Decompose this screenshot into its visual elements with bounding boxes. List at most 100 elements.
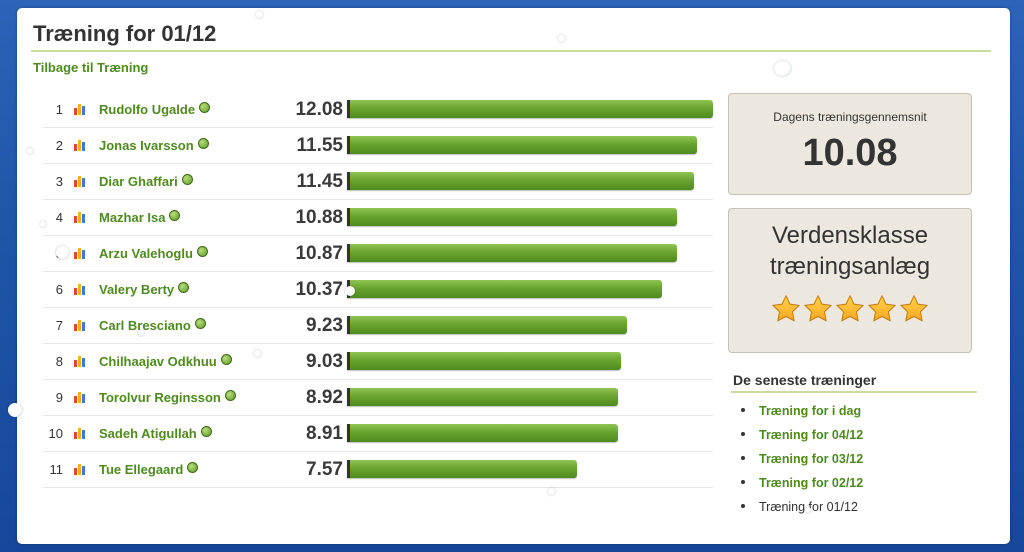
player-name-cell: Rudolfo Ugalde xyxy=(99,92,211,127)
online-status-icon xyxy=(199,102,211,113)
ranking-row: 3 Diar Ghaffari 11.45 xyxy=(43,164,713,200)
ranking-row: 11 Tue Ellegaard 7.57 xyxy=(43,452,713,488)
back-to-training-link[interactable]: Tilbage til Træning xyxy=(33,60,149,75)
player-name-link[interactable]: Tue Ellegaard xyxy=(99,462,184,477)
score-bar xyxy=(347,352,621,370)
recent-training-link[interactable]: Træning for 04/12 xyxy=(759,428,864,442)
page-title: Træning for 01/12 xyxy=(33,21,217,46)
player-name-cell: Sadeh Atigullah xyxy=(99,416,212,451)
rank-number: 11 xyxy=(49,462,64,477)
online-status-icon xyxy=(181,174,193,185)
player-stats-chart-icon[interactable] xyxy=(73,354,87,368)
player-score: 12.08 xyxy=(295,99,343,120)
star-rating xyxy=(729,294,971,329)
player-name-cell: Jonas Ivarsson xyxy=(99,128,209,163)
ranking-row: 8 Chilhaajav Odkhuu 9.03 xyxy=(43,344,713,380)
recent-training-link[interactable]: Træning for 03/12 xyxy=(759,452,864,466)
player-name-link[interactable]: Sadeh Atigullah xyxy=(99,426,197,441)
rank-number: 3 xyxy=(55,174,63,189)
player-score: 9.23 xyxy=(306,315,343,336)
recent-training-item: Træning for 03/12 xyxy=(741,448,863,472)
player-name-link[interactable]: Chilhaajav Odkhuu xyxy=(99,354,217,369)
player-name-link[interactable]: Arzu Valehoglu xyxy=(99,246,193,261)
player-stats-chart-icon[interactable] xyxy=(73,138,87,152)
star-icon xyxy=(771,294,801,324)
online-status-icon xyxy=(200,426,212,437)
recent-training-item: Træning for 01/12 xyxy=(741,496,863,520)
player-score: 7.57 xyxy=(306,459,343,480)
score-bar xyxy=(347,316,627,334)
player-name-link[interactable]: Valery Berty xyxy=(99,282,175,297)
player-score: 11.55 xyxy=(296,135,344,156)
player-name-link[interactable]: Jonas Ivarsson xyxy=(99,138,194,153)
player-stats-chart-icon[interactable] xyxy=(73,246,87,260)
player-stats-chart-icon[interactable] xyxy=(73,318,87,332)
recent-training-link[interactable]: Træning for 02/12 xyxy=(759,476,864,490)
player-stats-chart-icon[interactable] xyxy=(73,390,87,404)
recent-training-link[interactable]: Træning for i dag xyxy=(759,404,862,418)
daily-average-value: 10.08 xyxy=(802,132,898,174)
player-name-cell: Tue Ellegaard xyxy=(99,452,199,487)
player-stats-chart-icon[interactable] xyxy=(73,210,87,224)
player-name-link[interactable]: Diar Ghaffari xyxy=(99,174,178,189)
score-bar xyxy=(347,460,577,478)
player-stats-chart-icon[interactable] xyxy=(73,282,87,296)
online-status-icon xyxy=(220,354,232,365)
recent-training-item: Træning for i dag xyxy=(741,400,863,424)
ranking-row: 4 Mazhar Isa 10.88 xyxy=(43,200,713,236)
score-bar xyxy=(347,424,618,442)
online-status-icon xyxy=(224,390,236,401)
ranking-row: 6 Valery Berty 10.37 xyxy=(43,272,713,308)
star-icon xyxy=(867,294,897,324)
snow-bubble xyxy=(774,61,791,76)
rank-number: 6 xyxy=(55,282,63,297)
online-status-icon xyxy=(197,138,209,149)
rank-number: 10 xyxy=(48,426,63,441)
recent-divider xyxy=(731,391,977,393)
score-bar xyxy=(347,172,694,190)
bullet-icon xyxy=(741,432,745,436)
player-name-cell: Carl Bresciano xyxy=(99,308,206,343)
score-bar xyxy=(347,208,677,226)
snow-bubble xyxy=(256,11,263,18)
player-name-cell: Mazhar Isa xyxy=(99,200,181,235)
player-name-link[interactable]: Rudolfo Ugalde xyxy=(99,102,196,117)
star-icon xyxy=(803,294,833,324)
rank-number: 4 xyxy=(55,210,63,225)
ranking-table: 1 Rudolfo Ugalde 12.08 2 Jonas Ivarsson 11.55… xyxy=(43,92,713,488)
online-status-icon xyxy=(196,246,208,257)
bullet-icon xyxy=(741,408,745,412)
star-icon xyxy=(835,294,865,324)
player-score: 9.03 xyxy=(306,351,343,372)
snow-bubble xyxy=(805,507,811,513)
recent-training-item: Træning for 02/12 xyxy=(741,472,863,496)
ranking-row: 2 Jonas Ivarsson 11.55 xyxy=(43,128,713,164)
facility-rating-label: Verdensklasse træningsanlæg xyxy=(729,220,971,282)
recent-trainings-heading: De seneste træninger xyxy=(733,372,877,388)
player-stats-chart-icon[interactable] xyxy=(73,102,87,116)
rank-number: 7 xyxy=(55,318,63,333)
player-name-link[interactable]: Torolvur Reginsson xyxy=(99,390,221,405)
player-stats-chart-icon[interactable] xyxy=(73,174,87,188)
daily-average-label: Dagens træningsgennemsnit xyxy=(773,110,927,124)
player-stats-chart-icon[interactable] xyxy=(73,426,87,440)
snow-bubble xyxy=(56,246,69,259)
score-bar xyxy=(347,388,618,406)
snow-bubble xyxy=(345,286,355,296)
player-name-link[interactable]: Carl Bresciano xyxy=(99,318,191,333)
online-status-icon xyxy=(178,282,190,293)
player-stats-chart-icon[interactable] xyxy=(73,462,87,476)
daily-average-box: Dagens træningsgennemsnit 10.08 xyxy=(728,93,972,195)
rank-number: 1 xyxy=(55,102,63,117)
score-bar xyxy=(347,244,677,262)
rank-number: 9 xyxy=(55,390,63,405)
player-score: 10.37 xyxy=(295,279,343,300)
online-status-icon xyxy=(169,210,181,221)
recent-trainings-list: Træning for i dag Træning for 04/12 Trænin… xyxy=(741,400,863,520)
player-name-link[interactable]: Mazhar Isa xyxy=(99,210,166,225)
snow-bubble xyxy=(548,488,555,495)
main-panel: Træning for 01/12 Tilbage til Træning 1 R… xyxy=(17,8,1010,544)
player-name-cell: Arzu Valehoglu xyxy=(99,236,208,271)
snow-bubble xyxy=(138,330,144,336)
